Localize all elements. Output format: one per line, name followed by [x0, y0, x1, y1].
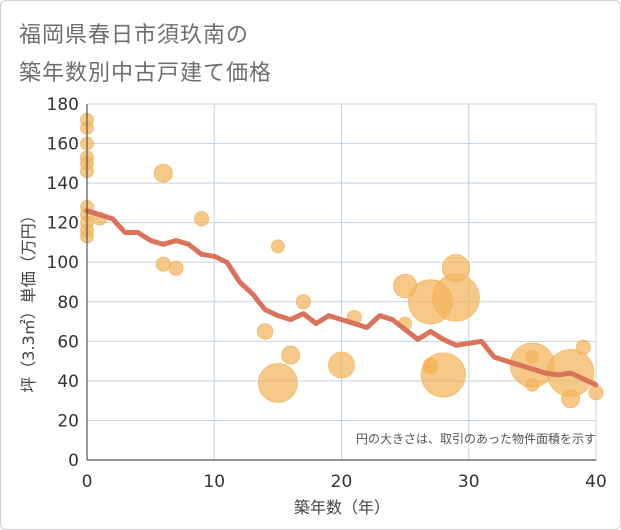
chart-title-line1: 福岡県春日市須玖南の — [19, 23, 250, 48]
bubble-point — [193, 211, 210, 227]
bubble-point — [295, 294, 311, 310]
trend-series — [84, 208, 599, 388]
x-axis-label: 築年数（年） — [294, 498, 390, 517]
x-tick-label: 40 — [585, 472, 607, 492]
y-tick-label: 120 — [47, 214, 79, 234]
bubble-point — [153, 163, 173, 183]
bubble-series — [80, 112, 604, 409]
y-tick-label: 80 — [57, 293, 79, 313]
y-tick-label: 0 — [68, 451, 79, 471]
y-tick-label: 20 — [57, 411, 79, 431]
bubble-point — [525, 377, 540, 392]
x-tick-label: 0 — [82, 472, 93, 492]
y-tick-label: 100 — [47, 253, 79, 273]
bubble-point — [155, 256, 171, 272]
bubble-point — [168, 260, 184, 276]
bubble-point — [432, 274, 480, 322]
y-tick-label: 180 — [47, 95, 79, 115]
axes: 0 20 40 60 80 100 120 140 160 180 0 10 20 30 40 — [47, 95, 607, 492]
bubble-point — [270, 239, 285, 254]
y-tick-label: 40 — [57, 372, 79, 392]
y-tick-label: 140 — [47, 174, 79, 194]
bubble-point — [256, 323, 274, 340]
x-tick-label: 20 — [331, 472, 353, 492]
size-note: 円の大きさは、取引のあった物件面積を示す — [356, 431, 596, 446]
bubble-point — [328, 351, 355, 379]
x-tick-label: 30 — [458, 472, 480, 492]
bubble-point — [575, 339, 591, 355]
bubble-point — [281, 345, 301, 365]
chart-title-line2: 築年数別中古戸建て価格 — [19, 61, 273, 86]
y-axis-label: 坪（3.3㎡）単価（万円） — [19, 207, 38, 392]
bubble-point — [588, 385, 604, 401]
y-tick-label: 160 — [47, 135, 79, 155]
trend-line — [84, 208, 599, 388]
y-tick-label: 60 — [57, 332, 79, 352]
bubble-point — [561, 389, 581, 409]
bubble-point — [257, 362, 298, 403]
x-tick-label: 10 — [203, 472, 225, 492]
grid-lines — [86, 103, 597, 461]
bubble-point — [420, 352, 466, 398]
